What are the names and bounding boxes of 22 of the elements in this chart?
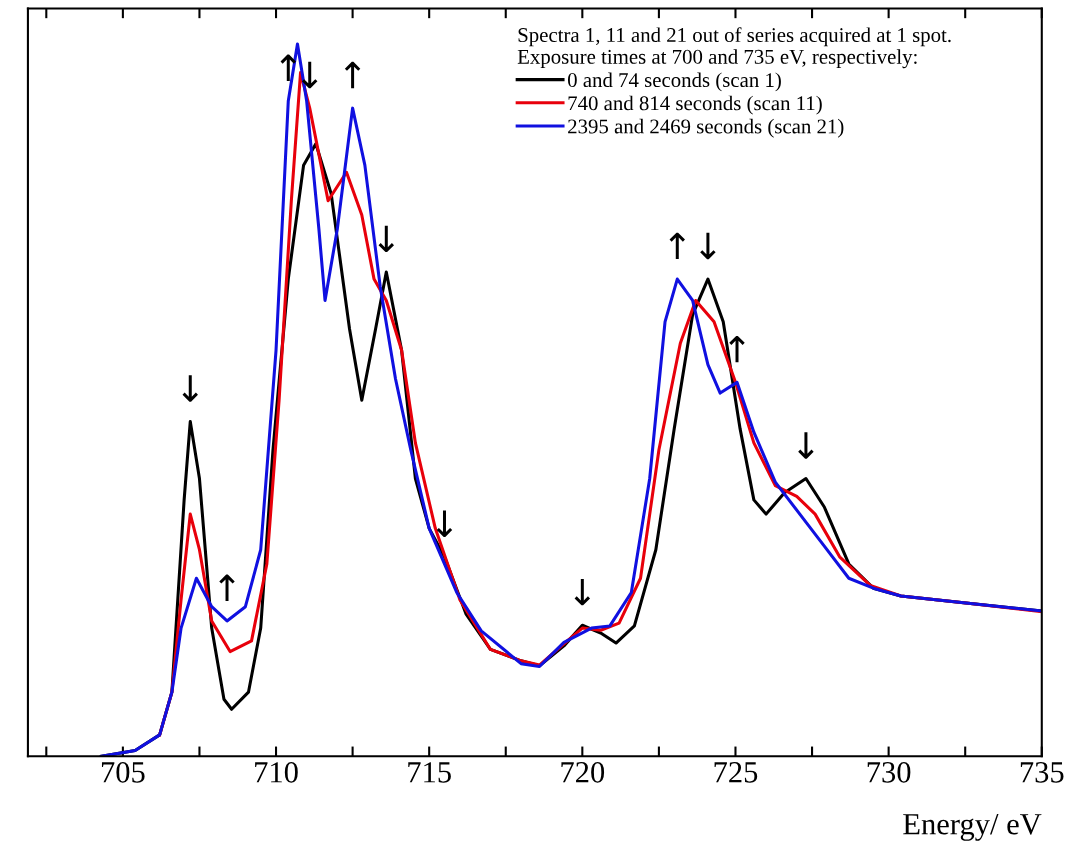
legend-title: Spectra 1, 11 and 21 out of series acquired at 1 spot. Exposure times at 700 and 735 eV, respectively: bbox=[517, 27, 951, 69]
x-axis-title: Energy/ eV bbox=[903, 814, 1042, 841]
x-tick-label: 720 bbox=[561, 762, 605, 783]
x-tick-label: 730 bbox=[867, 762, 911, 783]
x-tick-label: 710 bbox=[255, 762, 298, 783]
x-tick-label: 705 bbox=[101, 762, 145, 783]
legend-label: 740 and 814 seconds (scan 11) bbox=[568, 95, 822, 115]
annotation: ↓ bbox=[436, 510, 453, 537]
annotation: ↓ bbox=[700, 232, 716, 260]
x-tick-label: 715 bbox=[408, 762, 451, 783]
annotation: ↓ bbox=[798, 432, 814, 459]
annotation: ↑ bbox=[669, 232, 685, 260]
legend-label: 0 and 74 seconds (scan 1) bbox=[567, 72, 781, 92]
x-tick-label: 735 bbox=[1020, 762, 1064, 783]
x-tick-label: 725 bbox=[714, 762, 758, 783]
legend-label: 2395 and 2469 seconds (scan 21) bbox=[568, 118, 844, 138]
annotation: ↑ bbox=[219, 574, 235, 601]
annotation: ↑ bbox=[344, 61, 361, 89]
annotation: ↓ bbox=[182, 375, 198, 402]
annotation: ↑ bbox=[729, 335, 745, 363]
annotation: ↓ bbox=[574, 578, 591, 606]
annotation: ↓ bbox=[378, 225, 394, 253]
